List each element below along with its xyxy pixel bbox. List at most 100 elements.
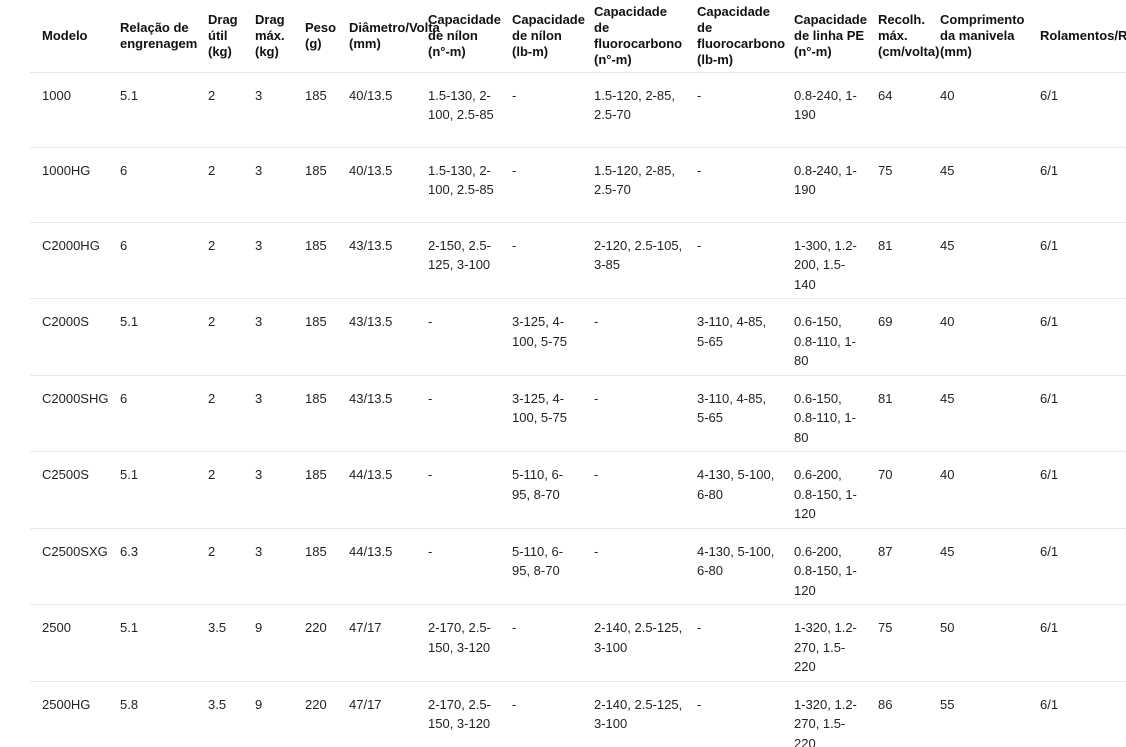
spec-cell: 64 — [878, 72, 940, 148]
spec-cell: 3 — [255, 147, 305, 223]
spec-cell: - — [428, 375, 512, 452]
spec-cell: 40/13.5 — [349, 72, 428, 148]
spec-cell: - — [697, 681, 794, 747]
spec-cell: 40 — [940, 72, 1040, 148]
model-cell: C2500S — [30, 451, 120, 529]
spec-cell: 47/17 — [349, 681, 428, 747]
spec-cell: 6/1 — [1040, 528, 1126, 605]
spec-cell: 5-110, 6-95, 8-70 — [512, 451, 594, 529]
column-header-6: Capacidade de nílon (n°-m) — [428, 0, 512, 73]
spec-cell: 43/13.5 — [349, 222, 428, 299]
spec-cell: 0.6-200, 0.8-150, 1-120 — [794, 528, 878, 605]
spec-cell: - — [594, 451, 697, 529]
column-header-10: Capacidade de linha PE (n°-m) — [794, 0, 878, 73]
column-header-4: Peso (g) — [305, 0, 349, 73]
spec-cell: 2 — [208, 222, 255, 299]
spec-cell: 3.5 — [208, 681, 255, 747]
column-header-11: Recolh. máx. (cm/volta) — [878, 0, 940, 73]
spec-cell: - — [697, 604, 794, 682]
spec-cell: 6 — [120, 222, 208, 299]
spec-cell: 185 — [305, 147, 349, 223]
spec-cell: 1-320, 1.2-270, 1.5-220 — [794, 681, 878, 747]
model-cell: 2500HG — [30, 681, 120, 747]
spec-cell: - — [697, 147, 794, 223]
spec-cell: 44/13.5 — [349, 451, 428, 529]
spec-cell: 2 — [208, 451, 255, 529]
spec-cell: 40 — [940, 451, 1040, 529]
model-cell: 2500 — [30, 604, 120, 682]
spec-cell: 185 — [305, 375, 349, 452]
spec-cell: 6/1 — [1040, 298, 1126, 376]
spec-cell: 1.5-120, 2-85, 2.5-70 — [594, 147, 697, 223]
spec-cell: 220 — [305, 681, 349, 747]
spec-cell: 3.5 — [208, 604, 255, 682]
spec-cell: 47/17 — [349, 604, 428, 682]
spec-cell: 75 — [878, 147, 940, 223]
spec-cell: - — [594, 298, 697, 376]
column-header-2: Drag útil (kg) — [208, 0, 255, 73]
spec-cell: 1-320, 1.2-270, 1.5-220 — [794, 604, 878, 682]
spec-cell: 5.1 — [120, 604, 208, 682]
spec-cell: 2 — [208, 72, 255, 148]
spec-cell: - — [512, 72, 594, 148]
spec-cell: 45 — [940, 375, 1040, 452]
spec-cell: 6/1 — [1040, 222, 1126, 299]
table-row: 1000 5.1 2 3 185 40/13.5 1.5-130, 2-100, 2.5-8… — [30, 72, 1126, 148]
spec-cell: 45 — [940, 528, 1040, 605]
spec-cell: - — [697, 72, 794, 148]
model-cell: C2500SXG — [30, 528, 120, 605]
spec-cell: 3 — [255, 375, 305, 452]
spec-cell: 6 — [120, 375, 208, 452]
spec-cell: 81 — [878, 375, 940, 452]
table-row: C2500SXG 6.3 2 3 185 44/13.5-5-110, 6-95, 8-7… — [30, 528, 1126, 605]
spec-cell: - — [428, 528, 512, 605]
column-header-13: Rolamentos/Rolers — [1040, 0, 1126, 73]
spec-cell: 3 — [255, 222, 305, 299]
spec-cell: 45 — [940, 147, 1040, 223]
spec-cell: 1.5-120, 2-85, 2.5-70 — [594, 72, 697, 148]
spec-cell: 1.5-130, 2-100, 2.5-85 — [428, 147, 512, 223]
model-cell: 1000HG — [30, 147, 120, 223]
spec-cell: 0.8-240, 1-190 — [794, 72, 878, 148]
spec-cell: 2-120, 2.5-105, 3-85 — [594, 222, 697, 299]
column-header-8: Capacidade de fluorocarbono (n°-m) — [594, 0, 697, 73]
spec-cell: - — [428, 298, 512, 376]
model-cell: C2000S — [30, 298, 120, 376]
spec-cell: 9 — [255, 681, 305, 747]
spec-cell: 0.6-200, 0.8-150, 1-120 — [794, 451, 878, 529]
spec-cell: 0.6-150, 0.8-110, 1-80 — [794, 298, 878, 376]
column-header-9: Capacidade de fluorocarbono (lb-m) — [697, 0, 794, 73]
model-cell: C2000SHG — [30, 375, 120, 452]
spec-cell: 43/13.5 — [349, 298, 428, 376]
column-header-3: Drag máx. (kg) — [255, 0, 305, 73]
spec-cell: 5.1 — [120, 298, 208, 376]
column-header-12: Comprimento da manivela (mm) — [940, 0, 1040, 73]
reel-specs-table: Modelo Relação de engrenagem Drag útil (kg… — [30, 0, 1126, 747]
spec-cell: 1.5-130, 2-100, 2.5-85 — [428, 72, 512, 148]
model-cell: C2000HG — [30, 222, 120, 299]
spec-cell: 9 — [255, 604, 305, 682]
spec-cell: 185 — [305, 298, 349, 376]
spec-cell: 6/1 — [1040, 375, 1126, 452]
spec-cell: - — [512, 222, 594, 299]
spec-cell: 6.3 — [120, 528, 208, 605]
column-header-0: Modelo — [30, 0, 120, 73]
spec-cell: 185 — [305, 451, 349, 529]
spec-cell: 43/13.5 — [349, 375, 428, 452]
spec-cell: 3 — [255, 298, 305, 376]
spec-cell: - — [428, 451, 512, 529]
spec-cell: 2 — [208, 528, 255, 605]
spec-cell: 6/1 — [1040, 451, 1126, 529]
table-row: C2000S 5.1 2 3 185 43/13.5-3-125, 4-100, 5-75… — [30, 298, 1126, 376]
spec-cell: 40 — [940, 298, 1040, 376]
spec-cell: 5.1 — [120, 72, 208, 148]
spec-cell: 87 — [878, 528, 940, 605]
spec-cell: 81 — [878, 222, 940, 299]
spec-cell: 3 — [255, 451, 305, 529]
spec-cell: - — [512, 147, 594, 223]
column-header-7: Capacidade de nílon (lb-m) — [512, 0, 594, 73]
table-row: 2500 5.1 3.5 9 220 47/17 2-170, 2.5-150, 3-120… — [30, 604, 1126, 682]
table-row: 1000HG 6 2 3 185 40/13.5 1.5-130, 2-100, 2.5-8… — [30, 147, 1126, 223]
spec-cell: 3 — [255, 72, 305, 148]
spec-cell: 70 — [878, 451, 940, 529]
